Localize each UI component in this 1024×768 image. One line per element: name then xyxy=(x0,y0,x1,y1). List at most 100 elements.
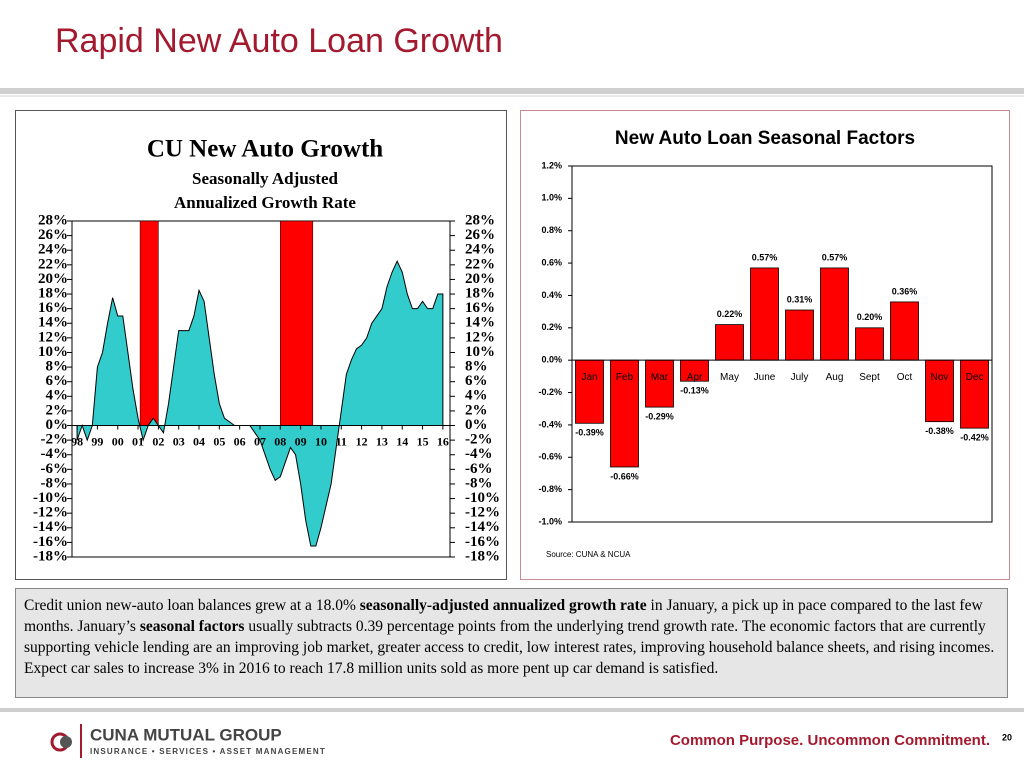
x-tick-label: 11 xyxy=(336,434,347,448)
bar xyxy=(715,324,744,361)
tagline: INSURANCE • SERVICES • ASSET MANAGEMENT xyxy=(90,747,326,756)
x-tick-label: Sept xyxy=(859,372,880,383)
text-run: seasonally-adjusted annualized growth ra… xyxy=(359,597,647,614)
y2-tick-label: 4% xyxy=(465,388,488,404)
y-tick-label: -2% xyxy=(41,432,69,448)
area xyxy=(76,259,444,547)
x-tick-label: 03 xyxy=(173,434,185,448)
x-tick-label: 10 xyxy=(315,434,327,448)
x-tick-label: 09 xyxy=(295,434,307,448)
y-tick-label: -1.0% xyxy=(538,516,562,526)
text-run: usually subtracts 0.39 percentage points… xyxy=(24,618,995,677)
y2-tick-label: -2% xyxy=(465,432,493,448)
x-tick-label: 07 xyxy=(254,434,266,448)
x-tick-label: 13 xyxy=(376,434,388,448)
value-label: -0.29% xyxy=(645,411,674,421)
bar xyxy=(575,359,604,424)
y-tick-label: 8% xyxy=(46,359,69,375)
logo-mark xyxy=(50,724,82,758)
value-label: -0.13% xyxy=(680,386,709,396)
plot-frame xyxy=(571,165,993,523)
y2-tick-label: -16% xyxy=(465,534,500,550)
y2-tick-label: 0% xyxy=(465,417,488,433)
y-tick-label: -6% xyxy=(41,461,69,477)
bar xyxy=(890,301,919,361)
value-label: 0.57% xyxy=(752,252,778,262)
y-tick-label: 28% xyxy=(38,212,68,228)
x-tick-label: 16 xyxy=(437,434,449,448)
value-label: -0.39% xyxy=(575,428,604,438)
y2-tick-label: -8% xyxy=(465,475,493,491)
header-rule xyxy=(0,88,1024,94)
value-label: 0.36% xyxy=(892,286,918,296)
x-tick-label: 06 xyxy=(234,434,246,448)
chart-subtitle: Annualized Growth Rate xyxy=(174,193,356,212)
left-panel xyxy=(15,110,507,580)
y-tick-label: 0.4% xyxy=(541,290,562,300)
x-tick-label: Mar xyxy=(651,372,669,383)
bar xyxy=(925,359,954,423)
y-tick-label: -16% xyxy=(33,534,68,550)
x-tick-label: 12 xyxy=(356,434,368,448)
y-tick-label: 0.0% xyxy=(541,355,562,365)
y2-tick-label: -18% xyxy=(465,548,500,564)
x-tick-label: July xyxy=(791,372,809,383)
bar xyxy=(820,267,849,361)
x-tick-label: 15 xyxy=(417,434,429,448)
y2-tick-label: 6% xyxy=(465,373,488,389)
chart-subtitle: Seasonally Adjusted xyxy=(192,169,338,188)
shaded-period xyxy=(139,220,159,426)
slide-title: Rapid New Auto Loan Growth xyxy=(55,22,503,60)
footer-rule xyxy=(0,708,1024,712)
value-label: 0.31% xyxy=(787,294,813,304)
y2-tick-label: -10% xyxy=(465,490,500,506)
x-tick-label: 14 xyxy=(396,434,408,448)
y2-tick-label: 22% xyxy=(465,256,495,272)
y2-tick-label: -6% xyxy=(465,461,493,477)
header-rule xyxy=(0,95,1024,97)
x-tick-label: 99 xyxy=(91,434,103,448)
y-tick-label: -4% xyxy=(41,446,69,462)
y2-tick-label: -4% xyxy=(465,446,493,462)
y2-tick-label: 26% xyxy=(465,227,495,243)
y-tick-label: 18% xyxy=(38,285,68,301)
y-tick-label: 26% xyxy=(38,227,68,243)
y-tick-label: 0.8% xyxy=(541,225,562,235)
y-tick-label: 4% xyxy=(46,388,69,404)
right-panel xyxy=(520,110,1010,580)
bar xyxy=(645,359,674,408)
x-tick-label: 00 xyxy=(112,434,124,448)
y2-tick-label: 28% xyxy=(465,212,495,228)
y-tick-label: 0.2% xyxy=(541,322,562,332)
y2-tick-label: 16% xyxy=(465,300,495,316)
source-note: Source: CUNA & NCUA xyxy=(546,550,631,559)
y-tick-label: 2% xyxy=(46,402,69,418)
y-tick-label: -8% xyxy=(41,475,69,491)
page-number: 20 xyxy=(1002,732,1012,742)
chart-title: New Auto Loan Seasonal Factors xyxy=(615,128,915,149)
y-tick-label: 10% xyxy=(38,344,68,360)
y2-tick-label: 18% xyxy=(465,285,495,301)
bar xyxy=(855,327,884,361)
x-tick-label: Dec xyxy=(966,372,984,383)
y-tick-label: -12% xyxy=(33,505,68,521)
y-tick-label: 16% xyxy=(38,300,68,316)
shaded-period xyxy=(280,220,314,426)
x-tick-label: 98 xyxy=(71,434,83,448)
value-label: 0.57% xyxy=(822,252,848,262)
y2-tick-label: 14% xyxy=(465,315,495,331)
bar xyxy=(960,359,989,429)
y-tick-label: 0% xyxy=(46,417,69,433)
value-label: 0.22% xyxy=(717,309,743,319)
y2-tick-label: -14% xyxy=(465,519,500,535)
text-run: in January, a pick up in pace compared t… xyxy=(24,597,983,635)
y2-tick-label: -12% xyxy=(465,505,500,521)
x-tick-label: 05 xyxy=(213,434,225,448)
y2-tick-label: 12% xyxy=(465,329,495,345)
x-tick-label: Jan xyxy=(581,372,597,383)
y2-tick-label: 20% xyxy=(465,271,495,287)
value-label: -0.66% xyxy=(610,471,639,481)
y-tick-label: 22% xyxy=(38,256,68,272)
y-tick-label: -18% xyxy=(33,548,68,564)
